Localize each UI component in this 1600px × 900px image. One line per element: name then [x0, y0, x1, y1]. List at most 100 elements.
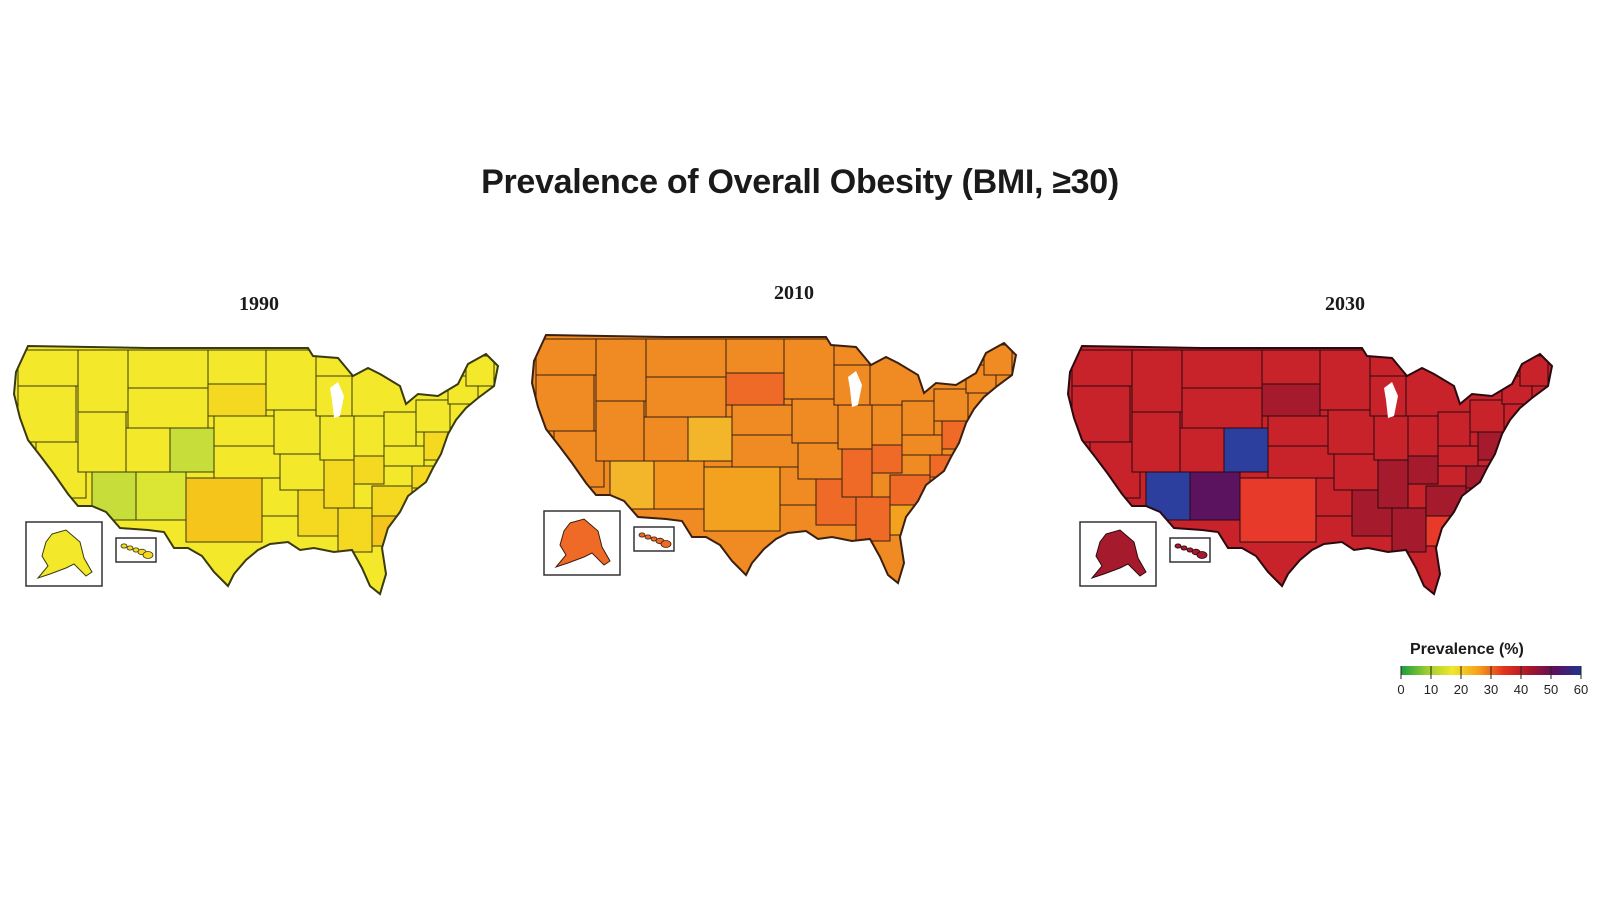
- state-region: [1437, 411, 1471, 447]
- state-region: [687, 416, 733, 462]
- state-region: [837, 404, 873, 450]
- hawaii-island: [142, 551, 154, 559]
- state-region: [797, 442, 843, 480]
- hawaii-island: [1196, 551, 1208, 559]
- state-region: [703, 466, 781, 532]
- state-region: [371, 515, 401, 547]
- state-region: [889, 504, 919, 536]
- great-lakes: [330, 382, 344, 418]
- legend-colorbar: 0 10 20 30 40 50 60: [1397, 666, 1588, 697]
- us-outline: [12, 344, 500, 596]
- state-region: [353, 455, 385, 485]
- state-region: [1145, 471, 1191, 521]
- legend-tick-label: 50: [1544, 682, 1558, 697]
- state-region: [731, 404, 793, 436]
- state-region: [337, 507, 373, 553]
- state-region: [383, 411, 417, 447]
- state-region: [77, 411, 127, 473]
- hawaii-island: [644, 534, 652, 540]
- state-region: [1179, 427, 1225, 473]
- state-region: [1333, 453, 1379, 491]
- state-region: [1373, 415, 1409, 461]
- state-region: [645, 338, 727, 378]
- legend-title: Prevalence (%): [1410, 641, 1524, 658]
- state-region: [871, 444, 903, 474]
- state-region: [1377, 459, 1409, 509]
- state-region: [77, 349, 129, 413]
- state-region: [653, 460, 705, 510]
- state-region: [465, 355, 495, 387]
- state-region: [273, 409, 321, 455]
- state-region: [1181, 349, 1263, 389]
- state-region: [901, 434, 943, 456]
- hawaii-island: [126, 545, 134, 551]
- state-region: [1407, 415, 1439, 457]
- state-region: [127, 387, 209, 429]
- legend-tick-label: 30: [1484, 682, 1498, 697]
- state-region: [207, 383, 267, 417]
- state-region: [1239, 477, 1317, 543]
- state-region: [1223, 427, 1269, 473]
- state-region: [353, 415, 385, 457]
- state-region: [1469, 399, 1505, 433]
- state-region: [929, 454, 957, 478]
- state-region: [125, 427, 171, 473]
- state-region: [91, 471, 137, 521]
- state-region: [535, 338, 597, 376]
- state-region: [1319, 349, 1371, 411]
- state-region: [1391, 507, 1427, 553]
- panel-year-2030: 2030: [1325, 293, 1365, 315]
- great-lakes: [1384, 382, 1398, 418]
- map-panel-1990: [12, 344, 500, 596]
- state-region: [1519, 355, 1549, 387]
- state-region: [1071, 349, 1133, 387]
- state-region: [609, 460, 655, 510]
- state-region: [783, 338, 835, 400]
- state-region: [135, 471, 187, 521]
- alaska-shape: [1090, 529, 1147, 580]
- legend-tick-label: 10: [1424, 682, 1438, 697]
- state-region: [279, 453, 325, 491]
- legend-tick-label: 60: [1574, 682, 1588, 697]
- state-region: [1267, 445, 1335, 479]
- state-region: [127, 349, 209, 389]
- state-region: [643, 416, 689, 462]
- us-outline: [1066, 344, 1554, 596]
- us-outline: [530, 333, 1018, 585]
- chart-title: Prevalence of Overall Obesity (BMI, ≥30): [481, 163, 1119, 201]
- hawaii-island: [1174, 543, 1182, 549]
- hawaii-island: [120, 543, 128, 549]
- state-region: [841, 448, 873, 498]
- state-region: [983, 344, 1013, 376]
- state-region: [933, 388, 969, 422]
- state-region: [17, 349, 79, 387]
- state-region: [1261, 383, 1321, 417]
- state-region: [207, 349, 267, 385]
- state-region: [595, 400, 645, 462]
- state-region: [1407, 455, 1439, 485]
- state-region: [323, 459, 355, 509]
- state-region: [1437, 445, 1479, 467]
- state-region: [535, 374, 595, 432]
- state-region: [319, 415, 355, 461]
- legend-tick-label: 20: [1454, 682, 1468, 697]
- state-region: [1181, 387, 1263, 429]
- state-region: [1131, 349, 1183, 413]
- state-region: [383, 445, 425, 467]
- state-region: [1327, 409, 1375, 455]
- panel-year-1990: 1990: [239, 293, 279, 315]
- map-panel-2010: [530, 333, 1018, 585]
- state-region: [1131, 411, 1181, 473]
- great-lakes: [848, 371, 862, 407]
- state-region: [725, 338, 785, 374]
- map-panel-2030: [1066, 344, 1554, 596]
- legend-tick-label: 40: [1514, 682, 1528, 697]
- state-region: [411, 465, 439, 489]
- state-region: [1189, 471, 1241, 521]
- state-region: [871, 404, 903, 446]
- state-region: [731, 434, 799, 468]
- legend-ticks: 0 10 20 30 40 50 60: [1397, 666, 1588, 697]
- state-region: [901, 400, 935, 436]
- state-region: [415, 399, 451, 433]
